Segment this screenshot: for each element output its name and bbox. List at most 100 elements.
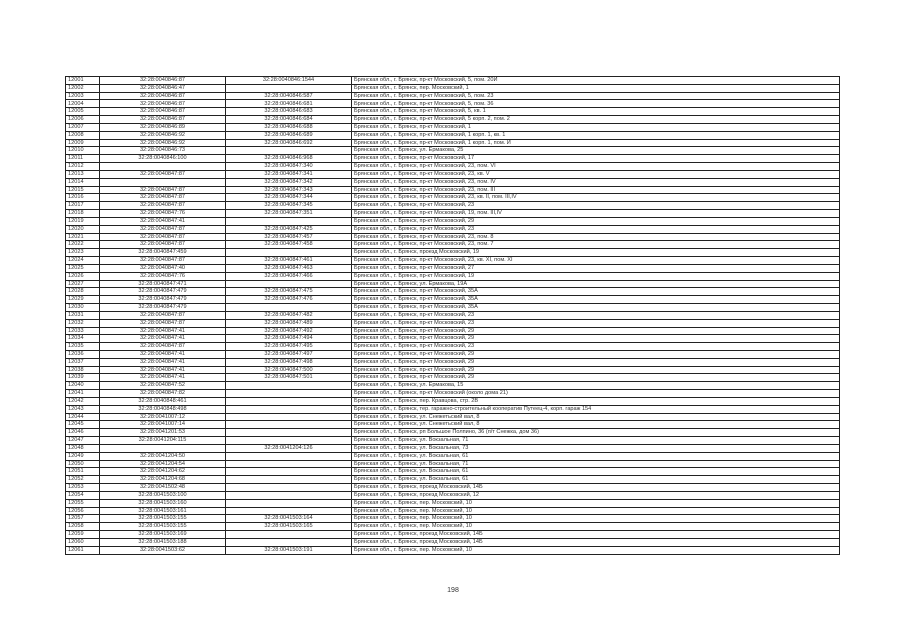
table-row: 12017 32:28:0040847:87 32:28:0040847:345 Бр… — [65, 201, 840, 211]
address-cell: Брянская обл., г. Брянск, ул. Вокзальная… — [351, 443, 840, 453]
table-row: 12012 32:28:0040847:340 Брянская обл., г. … — [65, 162, 840, 171]
table-row: 12021 32:28:0040847:87 32:28:0040847:457 Бр… — [65, 232, 840, 242]
object-cadastral-number-cell: 32:28:0040847:351 — [225, 209, 352, 218]
row-number-cell: 12060 — [65, 537, 100, 547]
parcel-cadastral-number-cell: 32:28:0040847:87 — [99, 185, 226, 195]
object-cadastral-number-cell: 32:28:0040847:344 — [225, 193, 352, 203]
address-cell: Брянская обл., г. Брянск, пр-кт Московск… — [351, 138, 840, 148]
address-cell: Брянская обл., г. Брянск, пр-кт Московск… — [351, 107, 840, 117]
table-body: 12001 32:28:0040846:87 32:28:0040846:1544 Б… — [65, 76, 840, 555]
address-cell: Брянская обл., г. Брянск, пр-кт Московск… — [351, 122, 840, 132]
table-row: 12034 32:28:0040847:41 32:28:0040847:494 Бр… — [65, 334, 840, 344]
row-number-cell: 12058 — [65, 522, 100, 532]
parcel-cadastral-number-cell: 32:28:0040847:479 — [99, 287, 226, 297]
object-cadastral-number-cell: 32:28:0040847:341 — [225, 169, 352, 179]
address-cell: Брянская обл., г. Брянск, пр-кт Московск… — [351, 349, 840, 359]
table-row: 12013 32:28:0040847:87 32:28:0040847:341 Бр… — [65, 169, 840, 179]
parcel-cadastral-number-cell: 32:28:0041503:155 — [99, 514, 226, 524]
address-cell: Брянская обл., г. Брянск, ул. Вокзальная… — [351, 451, 840, 461]
address-cell: Брянская обл., г. Брянск, пр-кт Московск… — [351, 389, 840, 398]
parcel-cadastral-number-cell: 32:28:0041503:155 — [99, 522, 226, 532]
parcel-cadastral-number-cell: 32:28:0040847:41 — [99, 326, 226, 336]
row-number-cell: 12017 — [65, 201, 100, 211]
address-cell: Брянская обл., г. Брянск, проезд Московс… — [351, 530, 840, 539]
parcel-cadastral-number-cell: 32:28:0041503:160 — [99, 498, 226, 508]
parcel-cadastral-number-cell: 32:28:0040847:87 — [99, 169, 226, 179]
address-cell: Брянская обл., г. Брянск, пр-кт Московск… — [351, 365, 840, 375]
address-cell: Брянская обл., г. Брянск, пр-кт Московск… — [351, 169, 840, 179]
table-row: 12049 32:28:0041204:50 Брянская обл., г. Б… — [65, 451, 840, 461]
address-cell: Брянская обл., г. Брянск, пер. Московски… — [351, 498, 840, 508]
row-number-cell: 12005 — [65, 107, 100, 117]
row-number-cell: 12010 — [65, 146, 100, 156]
row-number-cell: 12057 — [65, 514, 100, 524]
cadastral-table: 12001 32:28:0040846:87 32:28:0040846:1544 Б… — [65, 76, 840, 555]
row-number-cell: 12035 — [65, 342, 100, 351]
object-cadastral-number-cell: 32:28:0040847:482 — [225, 310, 352, 320]
row-number-cell: 12027 — [65, 279, 100, 289]
parcel-cadastral-number-cell: 32:28:0040846:92 — [99, 130, 226, 140]
object-cadastral-number-cell: 32:28:0040847:494 — [225, 334, 352, 344]
parcel-cadastral-number-cell: 32:28:0040847:87 — [99, 342, 226, 351]
parcel-cadastral-number-cell: 32:28:0040846:87 — [99, 99, 226, 109]
row-number-cell: 12049 — [65, 451, 100, 461]
row-number-cell: 12047 — [65, 436, 100, 445]
parcel-cadastral-number-cell: 32:28:0041502:48 — [99, 483, 226, 492]
table-row: 12033 32:28:0040847:41 32:28:0040847:492 Бр… — [65, 326, 840, 336]
parcel-cadastral-number-cell: 32:28:0040847:87 — [99, 224, 226, 234]
address-cell: Брянская обл., г. Брянск, пр-кт Московск… — [351, 201, 840, 211]
object-cadastral-number-cell: 32:28:0040847:501 — [225, 373, 352, 383]
object-cadastral-number-cell — [225, 475, 352, 485]
object-cadastral-number-cell — [225, 83, 352, 93]
parcel-cadastral-number-cell: 32:28:0040846:100 — [99, 154, 226, 164]
table-row: 12022 32:28:0040847:87 32:28:0040847:458 Бр… — [65, 240, 840, 250]
table-row: 12051 32:28:0041204:62 Брянская обл., г. Б… — [65, 467, 840, 477]
parcel-cadastral-number-cell: 32:28:0040847:52 — [99, 381, 226, 391]
object-cadastral-number-cell: 32:28:0040847:466 — [225, 271, 352, 281]
parcel-cadastral-number-cell — [99, 177, 226, 187]
row-number-cell: 12019 — [65, 216, 100, 226]
object-cadastral-number-cell: 32:28:0041503:164 — [225, 514, 352, 524]
parcel-cadastral-number-cell: 32:28:0040847:40 — [99, 263, 226, 273]
table-row: 12038 32:28:0040847:41 32:28:0040847:500 Бр… — [65, 365, 840, 375]
table-row: 12042 32:28:0040848:461 Брянская обл., г. … — [65, 396, 840, 406]
object-cadastral-number-cell — [225, 498, 352, 508]
object-cadastral-number-cell: 32:28:0040847:461 — [225, 256, 352, 265]
table-row: 12007 32:28:0040846:89 32:28:0040846:688 Бр… — [65, 122, 840, 132]
object-cadastral-number-cell — [225, 396, 352, 406]
row-number-cell: 12056 — [65, 506, 100, 516]
table-row: 12003 32:28:0040846:87 32:28:0040846:587 Бр… — [65, 91, 840, 101]
object-cadastral-number-cell — [225, 279, 352, 289]
object-cadastral-number-cell — [225, 404, 352, 414]
parcel-cadastral-number-cell: 32:28:0041201:53 — [99, 428, 226, 438]
address-cell: Брянская обл., г. Брянск, пр-кт Московск… — [351, 240, 840, 250]
row-number-cell: 12054 — [65, 490, 100, 500]
parcel-cadastral-number-cell: 32:28:0041007:14 — [99, 420, 226, 430]
table-row: 12004 32:28:0040846:87 32:28:0040846:681 Бр… — [65, 99, 840, 109]
parcel-cadastral-number-cell: 32:28:0040847:41 — [99, 365, 226, 375]
parcel-cadastral-number-cell: 32:28:0040847:76 — [99, 209, 226, 218]
address-cell: Брянская обл., г. Брянск, проезд Московс… — [351, 490, 840, 500]
object-cadastral-number-cell: 32:28:0040847:475 — [225, 287, 352, 297]
parcel-cadastral-number-cell: 32:28:0041503:100 — [99, 490, 226, 500]
object-cadastral-number-cell: 32:28:0040846:688 — [225, 122, 352, 132]
object-cadastral-number-cell — [225, 451, 352, 461]
table-row: 12037 32:28:0040847:41 32:28:0040847:498 Бр… — [65, 357, 840, 367]
address-cell: Брянская обл., г. Брянск, пр-кт Московск… — [351, 154, 840, 164]
object-cadastral-number-cell — [225, 428, 352, 438]
row-number-cell: 12051 — [65, 467, 100, 477]
address-cell: Брянская обл., г. Брянск, пер. Московски… — [351, 83, 840, 93]
parcel-cadastral-number-cell: 32:28:0040847:76 — [99, 271, 226, 281]
row-number-cell: 12009 — [65, 138, 100, 148]
address-cell: Брянская обл., г. Брянск, пр-кт Московск… — [351, 115, 840, 124]
row-number-cell: 12030 — [65, 303, 100, 312]
address-cell: Брянская обл., г. Брянск, пр-кт Московск… — [351, 76, 840, 85]
row-number-cell: 12026 — [65, 271, 100, 281]
object-cadastral-number-cell: 32:28:0040847:340 — [225, 162, 352, 171]
address-cell: Брянская обл., г. Брянск, пер. Московски… — [351, 522, 840, 532]
object-cadastral-number-cell: 32:28:0040847:495 — [225, 342, 352, 351]
row-number-cell: 12011 — [65, 154, 100, 164]
parcel-cadastral-number-cell: 32:28:0040846:47 — [99, 83, 226, 93]
table-row: 12001 32:28:0040846:87 32:28:0040846:1544 Б… — [65, 76, 840, 85]
row-number-cell: 12024 — [65, 256, 100, 265]
